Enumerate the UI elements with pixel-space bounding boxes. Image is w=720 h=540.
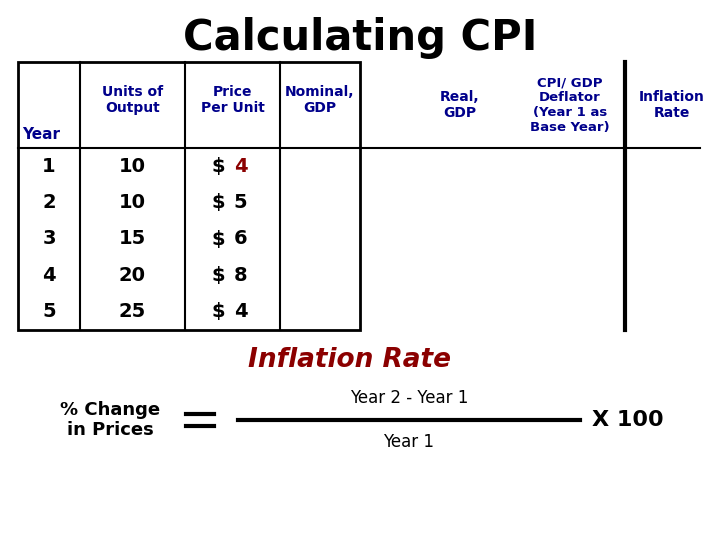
Text: Year 2 - Year 1: Year 2 - Year 1 bbox=[350, 389, 468, 407]
Text: 15: 15 bbox=[119, 230, 146, 248]
Text: 20: 20 bbox=[119, 266, 146, 285]
Text: $: $ bbox=[212, 302, 225, 321]
Text: 10: 10 bbox=[119, 157, 146, 176]
Text: Real,
GDP: Real, GDP bbox=[440, 90, 480, 120]
Text: Calculating CPI: Calculating CPI bbox=[183, 17, 537, 59]
Text: $: $ bbox=[212, 157, 225, 176]
Text: 2: 2 bbox=[42, 193, 56, 212]
Text: Inflation
Rate: Inflation Rate bbox=[639, 90, 705, 120]
Text: 3: 3 bbox=[42, 230, 55, 248]
Text: 4: 4 bbox=[234, 157, 247, 176]
Text: $: $ bbox=[212, 193, 225, 212]
Text: Year 1: Year 1 bbox=[384, 433, 434, 451]
Text: 4: 4 bbox=[42, 266, 56, 285]
Text: 10: 10 bbox=[119, 193, 146, 212]
Text: % Change
in Prices: % Change in Prices bbox=[60, 401, 160, 440]
Text: 5: 5 bbox=[234, 193, 247, 212]
Text: 25: 25 bbox=[119, 302, 146, 321]
Text: Price
Per Unit: Price Per Unit bbox=[201, 85, 264, 115]
Text: X 100: X 100 bbox=[592, 410, 664, 430]
Text: 8: 8 bbox=[234, 266, 247, 285]
Text: $: $ bbox=[212, 266, 225, 285]
Text: CPI/ GDP
Deflator
(Year 1 as
Base Year): CPI/ GDP Deflator (Year 1 as Base Year) bbox=[530, 76, 610, 134]
Text: 5: 5 bbox=[42, 302, 56, 321]
Text: Inflation Rate: Inflation Rate bbox=[248, 347, 451, 373]
Text: $: $ bbox=[212, 230, 225, 248]
Bar bbox=[18, 62, 360, 330]
Text: Year: Year bbox=[22, 127, 60, 142]
Text: Units of
Output: Units of Output bbox=[102, 85, 163, 115]
Text: 6: 6 bbox=[234, 230, 247, 248]
Text: 4: 4 bbox=[234, 302, 247, 321]
Text: 1: 1 bbox=[42, 157, 56, 176]
Text: Nominal,
GDP: Nominal, GDP bbox=[285, 85, 355, 115]
